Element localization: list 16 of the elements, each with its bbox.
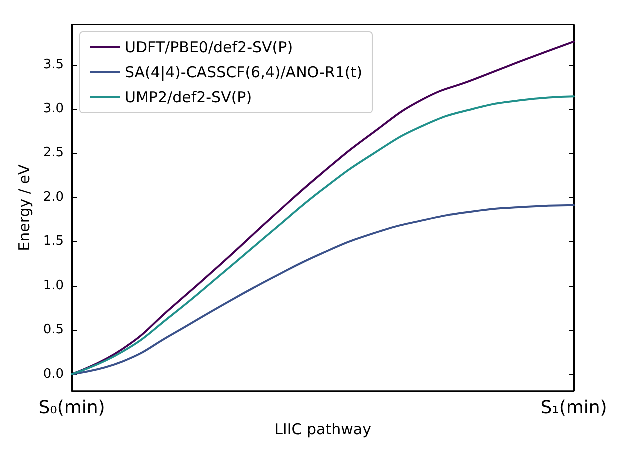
x-tick-label: S₀(min) xyxy=(38,398,106,419)
legend-label: UDFT/PBE0/def2-SV(P) xyxy=(125,38,294,56)
y-axis-title: Energy / eV xyxy=(16,164,34,252)
y-tick-label: 1.0 xyxy=(43,278,64,294)
line-series xyxy=(71,204,575,376)
x-axis-title: LIIC pathway xyxy=(274,420,372,438)
y-tick-label: 3.0 xyxy=(43,102,64,117)
y-tick-label: 0.0 xyxy=(43,366,64,382)
legend-label: SA(4|4)-CASSCF(6,4)/ANO-R1(t) xyxy=(125,64,362,82)
x-tick-label: S₁(min) xyxy=(540,398,608,419)
y-tick-label: 2.5 xyxy=(43,146,64,161)
y-tick-label: 1.5 xyxy=(43,234,64,250)
y-tick-label: 0.5 xyxy=(43,322,64,338)
y-tick-label: 2.0 xyxy=(43,190,64,205)
legend-label: UMP2/def2-SV(P) xyxy=(125,88,252,106)
y-tick-label: 3.5 xyxy=(43,57,64,72)
